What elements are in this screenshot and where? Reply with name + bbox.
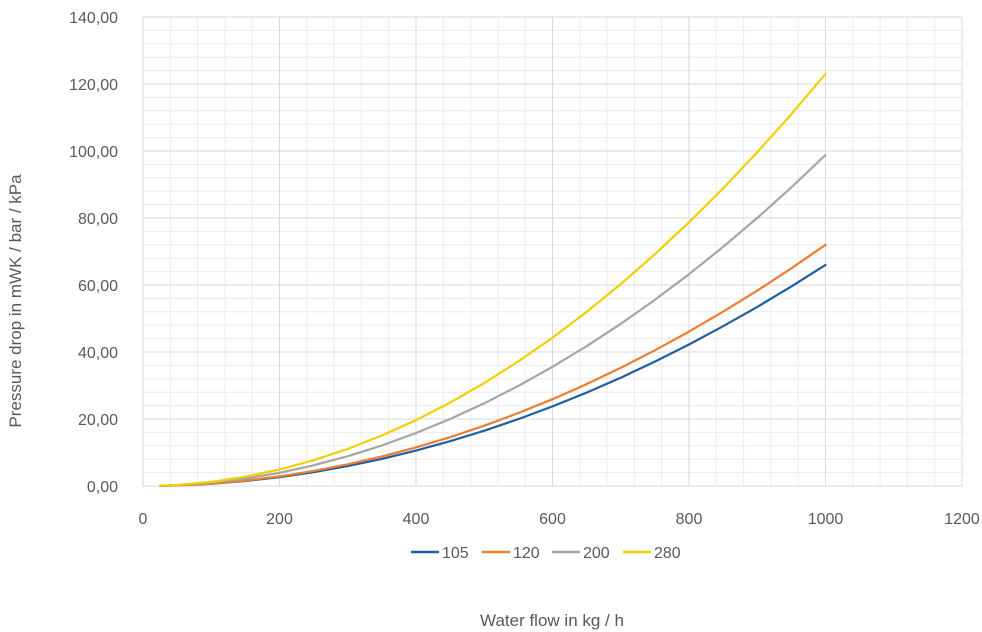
x-tick-label: 1000 <box>808 511 844 528</box>
x-tick-label: 0 <box>139 511 148 528</box>
legend-label-105: 105 <box>442 545 469 562</box>
series-lines <box>159 72 827 487</box>
legend-label-200: 200 <box>583 545 610 562</box>
series-line-280 <box>159 72 827 487</box>
major-gridlines <box>142 16 963 487</box>
legend-label-120: 120 <box>513 545 540 562</box>
x-tick-label: 600 <box>539 511 566 528</box>
y-tick-label: 80,00 <box>78 211 118 228</box>
y-tick-label: 120,00 <box>69 77 118 94</box>
y-tick-label: 100,00 <box>69 144 118 161</box>
x-tick-label: 400 <box>403 511 430 528</box>
y-tick-label: 20,00 <box>78 412 118 429</box>
x-axis-title: Water flow in kg / h <box>480 611 624 630</box>
x-tick-label: 800 <box>676 511 703 528</box>
plot-area-border <box>142 16 963 487</box>
y-tick-label: 140,00 <box>69 10 118 27</box>
x-axis-tick-labels: 0 200 400 600 800 1000 1200 <box>139 511 980 528</box>
x-tick-label: 200 <box>266 511 293 528</box>
y-tick-label: 0,00 <box>87 479 118 496</box>
y-tick-label: 60,00 <box>78 278 118 295</box>
series-line-200 <box>159 153 827 487</box>
legend-label-280: 280 <box>654 545 681 562</box>
legend: 105 120 200 280 <box>411 545 681 562</box>
y-tick-label: 40,00 <box>78 345 118 362</box>
x-tick-label: 1200 <box>944 511 980 528</box>
y-axis-title: Pressure drop in mWK / bar / kPa <box>6 174 25 428</box>
series-line-120 <box>159 243 827 487</box>
y-axis-tick-labels: 0,00 20,00 40,00 60,00 80,00 100,00 120,00 140,… <box>69 10 118 496</box>
